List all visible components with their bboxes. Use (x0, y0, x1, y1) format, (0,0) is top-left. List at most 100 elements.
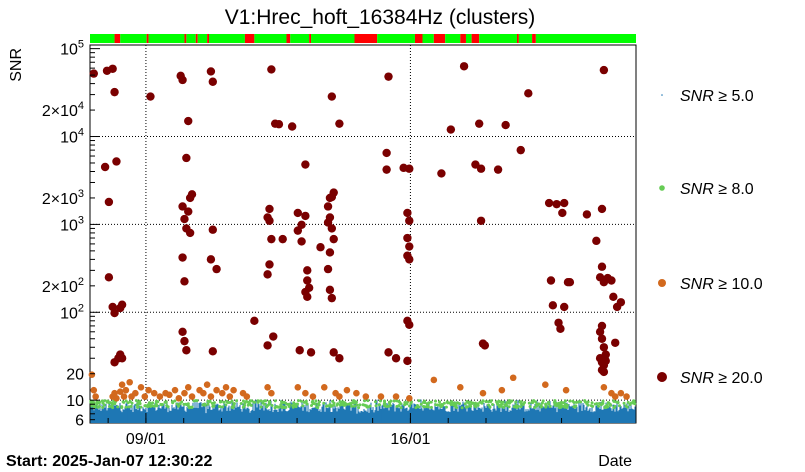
snr8-mark-467 (135, 403, 139, 407)
snr20-point-110 (516, 145, 525, 155)
snr20-point-116 (546, 276, 556, 285)
snr20-point-9 (110, 308, 119, 318)
snr8-mark-462 (474, 402, 478, 406)
snr8-mark-428 (310, 400, 314, 404)
snr20-point-63 (303, 276, 312, 285)
snr8-mark-338 (601, 399, 605, 403)
snr8-mark-320 (357, 406, 361, 410)
snr8-mark-424 (436, 403, 440, 407)
snr20-point-51 (278, 234, 287, 244)
snr10-point-56 (562, 386, 570, 394)
snr8-mark-515 (153, 404, 157, 408)
snr8-mark-458 (548, 405, 552, 409)
snr8-mark-151 (267, 402, 271, 406)
snr8-mark-487 (464, 405, 468, 409)
snr20-point-67 (323, 202, 333, 211)
snr8-mark-295 (557, 401, 561, 405)
segment-25 (471, 34, 480, 43)
snr20-point-132 (616, 298, 626, 307)
snr8-mark-406 (335, 403, 339, 407)
snr20-point-76 (329, 234, 338, 244)
segment-30 (535, 34, 636, 43)
snr8-mark-409 (304, 399, 308, 403)
snr8-mark-485 (499, 400, 503, 404)
snr8-mark-387 (182, 402, 186, 406)
snr8-mark-191 (331, 399, 335, 403)
y-tick-labels: 6 10 20 102 2×102 103 2×103 104 2×104 105 (42, 39, 84, 430)
snr8-mark-70 (352, 404, 356, 408)
snr20-point-66 (316, 243, 325, 252)
snr20-point-146 (599, 65, 609, 75)
snr10-point-15 (145, 386, 152, 394)
snr8-mark-385 (235, 399, 239, 403)
snr20-point-59 (303, 266, 312, 275)
snr8-mark-344 (489, 400, 493, 404)
snr8-mark-511 (203, 403, 207, 407)
snr8-mark-31 (322, 401, 326, 405)
snr8-mark-184 (273, 399, 277, 403)
snr10-point-45 (353, 389, 360, 397)
snr20-point-83 (384, 72, 393, 81)
snr8-mark-325 (510, 399, 514, 403)
snr8-mark-291 (166, 405, 170, 409)
snr8-mark-230 (329, 404, 333, 408)
plot-frame (89, 44, 637, 424)
snr20-point-64 (295, 346, 304, 355)
snr20-point-5 (108, 64, 117, 73)
snr8-mark-96 (434, 403, 438, 407)
snr20-point-90 (403, 233, 412, 243)
snr8-mark-398 (503, 403, 507, 407)
snr8-mark-393 (434, 399, 438, 403)
snr8-mark-241 (100, 399, 104, 403)
snr8-mark-396 (338, 400, 342, 404)
snr8-mark-192 (265, 405, 269, 409)
snr20-point-24 (184, 207, 193, 216)
snr20-point-108 (493, 165, 503, 174)
snr8-mark-354 (408, 404, 412, 408)
snr8-mark-223 (576, 400, 580, 404)
snr20-point-93 (405, 255, 414, 264)
segment-3 (146, 34, 149, 43)
snr20-point-84 (382, 148, 391, 158)
snr8-mark-499 (246, 400, 250, 404)
snr10-point-20 (171, 386, 179, 394)
segment-bar (90, 34, 636, 43)
snr20-point-111 (524, 89, 533, 98)
snr8-mark-213 (299, 399, 303, 403)
snr8-mark-212 (232, 402, 236, 406)
legend-label-3: SNR ≥ 20.0 (680, 370, 763, 387)
snr20-point-39 (250, 316, 259, 326)
y-tick-label-9: 105 (60, 39, 84, 59)
snr20-point-27 (178, 253, 187, 262)
snr10-point-26 (200, 389, 207, 397)
snr20-point-78 (327, 293, 337, 303)
snr20-point-135 (595, 327, 605, 336)
snr20-point-36 (206, 255, 216, 264)
snr8-mark-251 (151, 401, 155, 405)
snr8-mark-386 (210, 401, 214, 405)
snr8-mark-275 (378, 399, 382, 403)
snr8-mark-305 (626, 400, 630, 404)
snr20-point-112 (544, 198, 554, 208)
snr8-mark-3 (374, 404, 378, 408)
snr10-point-5 (113, 395, 120, 402)
snr20-point-105 (476, 216, 486, 225)
snr8-mark-274 (392, 399, 396, 403)
snr8-mark-40 (206, 402, 210, 406)
snr8-mark-153 (442, 401, 446, 405)
snr8-mark-459 (478, 400, 482, 404)
snr8-mark-307 (110, 402, 114, 406)
snr8-mark-394 (429, 405, 433, 409)
snr8-mark-240 (332, 403, 336, 407)
segment-8 (197, 34, 208, 43)
snr10-point-28 (207, 393, 215, 400)
snr20-point-3 (104, 197, 114, 207)
snr8-mark-508 (122, 400, 126, 404)
segment-18 (377, 34, 415, 43)
segment-15 (309, 34, 312, 43)
snr20-point-126 (597, 262, 607, 271)
snr10-point-9 (122, 386, 130, 394)
series-snr5-band (90, 399, 636, 423)
snr8-mark-327 (253, 400, 257, 404)
snr20-point-52 (293, 208, 303, 218)
